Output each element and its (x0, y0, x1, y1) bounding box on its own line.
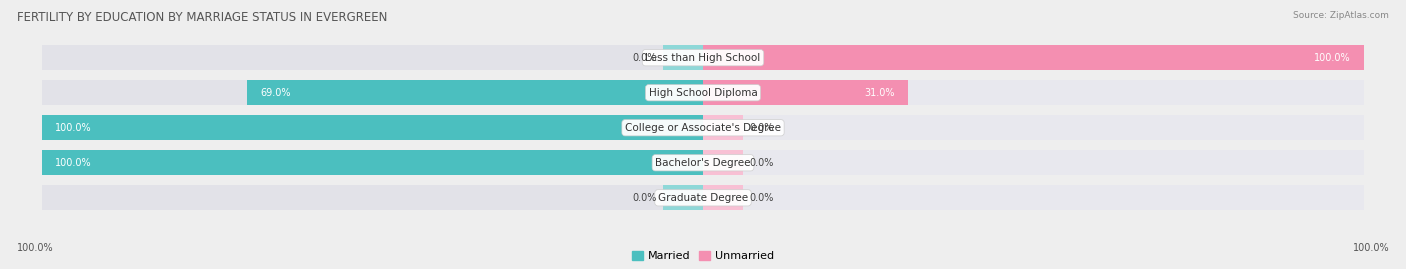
Text: Source: ZipAtlas.com: Source: ZipAtlas.com (1294, 11, 1389, 20)
Bar (42, 115, 703, 140)
Text: 31.0%: 31.0% (865, 88, 894, 98)
Bar (703, 150, 1364, 175)
Text: 100.0%: 100.0% (1315, 53, 1351, 63)
Bar (42, 80, 703, 105)
Bar (703, 45, 1364, 70)
Bar (664, 45, 703, 70)
Text: High School Diploma: High School Diploma (648, 88, 758, 98)
Text: 0.0%: 0.0% (633, 193, 657, 203)
Text: 0.0%: 0.0% (749, 193, 773, 203)
Bar (42, 45, 703, 70)
Text: 0.0%: 0.0% (633, 53, 657, 63)
Bar (42, 115, 703, 140)
Bar (664, 185, 703, 210)
Bar (703, 185, 1364, 210)
Text: 100.0%: 100.0% (1353, 243, 1389, 253)
Bar (703, 45, 1364, 70)
Text: Less than High School: Less than High School (645, 53, 761, 63)
Text: Bachelor's Degree: Bachelor's Degree (655, 158, 751, 168)
Text: FERTILITY BY EDUCATION BY MARRIAGE STATUS IN EVERGREEN: FERTILITY BY EDUCATION BY MARRIAGE STATU… (17, 11, 387, 24)
Text: 69.0%: 69.0% (260, 88, 291, 98)
Bar (703, 185, 742, 210)
Bar (703, 150, 742, 175)
Text: 0.0%: 0.0% (749, 123, 773, 133)
Bar (703, 115, 742, 140)
Text: 100.0%: 100.0% (55, 123, 91, 133)
Bar (703, 115, 1364, 140)
Text: 0.0%: 0.0% (749, 158, 773, 168)
Text: College or Associate's Degree: College or Associate's Degree (626, 123, 780, 133)
Text: 100.0%: 100.0% (17, 243, 53, 253)
Bar (703, 80, 1364, 105)
Bar (42, 150, 703, 175)
Text: 100.0%: 100.0% (55, 158, 91, 168)
Legend: Married, Unmarried: Married, Unmarried (633, 251, 773, 261)
Text: Graduate Degree: Graduate Degree (658, 193, 748, 203)
Bar (42, 150, 703, 175)
Bar (703, 80, 908, 105)
Bar (247, 80, 703, 105)
Bar (42, 185, 703, 210)
